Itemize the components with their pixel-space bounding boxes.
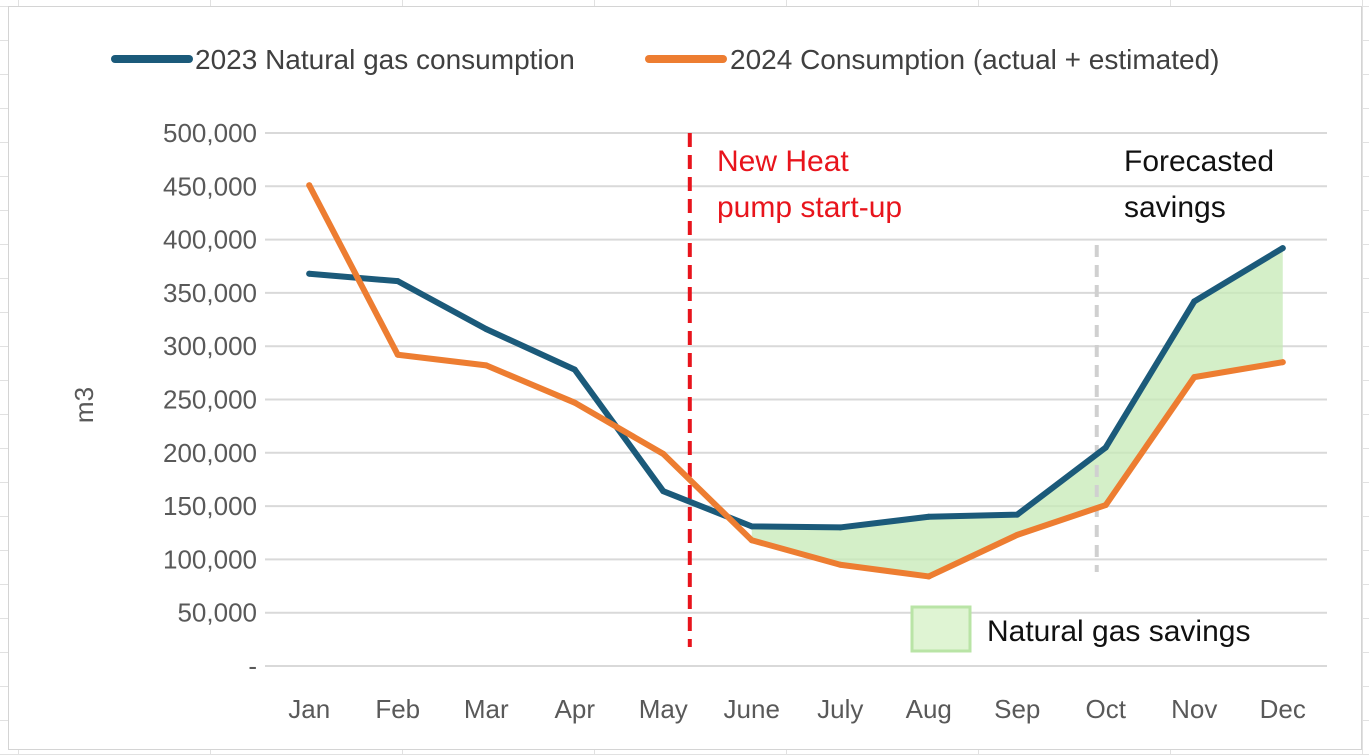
savings-legend: Natural gas savings: [910, 605, 1250, 653]
data-point-1-5: [748, 537, 755, 544]
x-tick-label: Apr: [555, 694, 596, 724]
x-tick-label: Dec: [1260, 694, 1306, 724]
x-tick-label: Feb: [375, 694, 420, 724]
annotation-heat-pump-line-2: pump start-up: [717, 191, 902, 224]
data-point-0-7: [925, 513, 932, 520]
data-point-0-5: [748, 523, 755, 530]
data-point-1-0: [306, 182, 313, 189]
chart-area[interactable]: - 50,000 100,000 150,000 200,000 250,000 300,0…: [8, 6, 1362, 750]
data-point-1-7: [925, 573, 932, 580]
y-tick-label: 450,000: [163, 171, 257, 201]
y-tick-label: 400,000: [163, 225, 257, 255]
data-point-0-8: [1014, 511, 1021, 518]
annotation-heat-pump-line-1: New Heat: [717, 145, 849, 178]
savings-legend-swatch: [910, 605, 972, 653]
data-point-1-1: [394, 351, 401, 358]
data-point-1-11: [1279, 359, 1286, 366]
data-point-0-6: [837, 524, 844, 531]
reference-lines: [687, 133, 1099, 647]
data-point-0-3: [571, 366, 578, 373]
data-point-1-6: [837, 561, 844, 568]
legend[interactable]: 2023 Natural gas consumption 2024 Consum…: [111, 44, 1220, 75]
y-tick-label: 100,000: [163, 544, 257, 574]
x-tick-label: May: [639, 694, 688, 724]
y-tick-label: 350,000: [163, 278, 257, 308]
y-tick-label: 300,000: [163, 331, 257, 361]
y-tick-label: 500,000: [163, 118, 257, 148]
data-point-1-4: [660, 450, 667, 457]
x-tick-label: Oct: [1086, 694, 1127, 724]
data-point-1-10: [1191, 374, 1198, 381]
y-tick-label: 250,000: [163, 385, 257, 415]
legend-label-2024: 2024 Consumption (actual + estimated): [730, 44, 1220, 75]
x-tick-label: Mar: [464, 694, 509, 724]
x-tick-label: Nov: [1171, 694, 1217, 724]
data-point-1-9: [1102, 502, 1109, 509]
data-point-0-9: [1102, 444, 1109, 451]
y-tick-label: 50,000: [177, 598, 257, 628]
y-tick-label: 150,000: [163, 491, 257, 521]
series-lines: [306, 182, 1286, 580]
series-line-0: [306, 245, 1286, 531]
data-point-1-3: [571, 399, 578, 406]
data-point-0-4: [660, 488, 667, 495]
x-tick-label: Jan: [288, 694, 330, 724]
y-tick-label: -: [248, 651, 257, 681]
series-line-1: [306, 182, 1286, 580]
y-tick-label: 200,000: [163, 438, 257, 468]
data-point-0-10: [1191, 298, 1198, 305]
line-chart: - 50,000 100,000 150,000 200,000 250,000 300,0…: [69, 44, 1327, 724]
legend-label-2023: 2023 Natural gas consumption: [195, 44, 575, 75]
data-point-1-8: [1014, 531, 1021, 538]
annotation-forecast-line-2: savings: [1124, 191, 1226, 224]
x-tick-label: July: [817, 694, 863, 724]
x-tick-label: Aug: [906, 694, 952, 724]
axis-ticks: - 50,000 100,000 150,000 200,000 250,000 300,0…: [163, 118, 1306, 724]
data-point-0-0: [306, 270, 313, 277]
data-point-0-1: [394, 278, 401, 285]
savings-legend-label: Natural gas savings: [987, 615, 1250, 648]
data-point-1-2: [483, 362, 490, 369]
y-axis-label: m3: [69, 387, 99, 423]
x-tick-label: June: [724, 694, 780, 724]
x-tick-label: Sep: [994, 694, 1040, 724]
annotation-forecast-line-1: Forecasted: [1124, 145, 1274, 178]
data-point-0-11: [1279, 245, 1286, 252]
data-point-0-2: [483, 326, 490, 333]
gridlines: [265, 132, 1327, 667]
